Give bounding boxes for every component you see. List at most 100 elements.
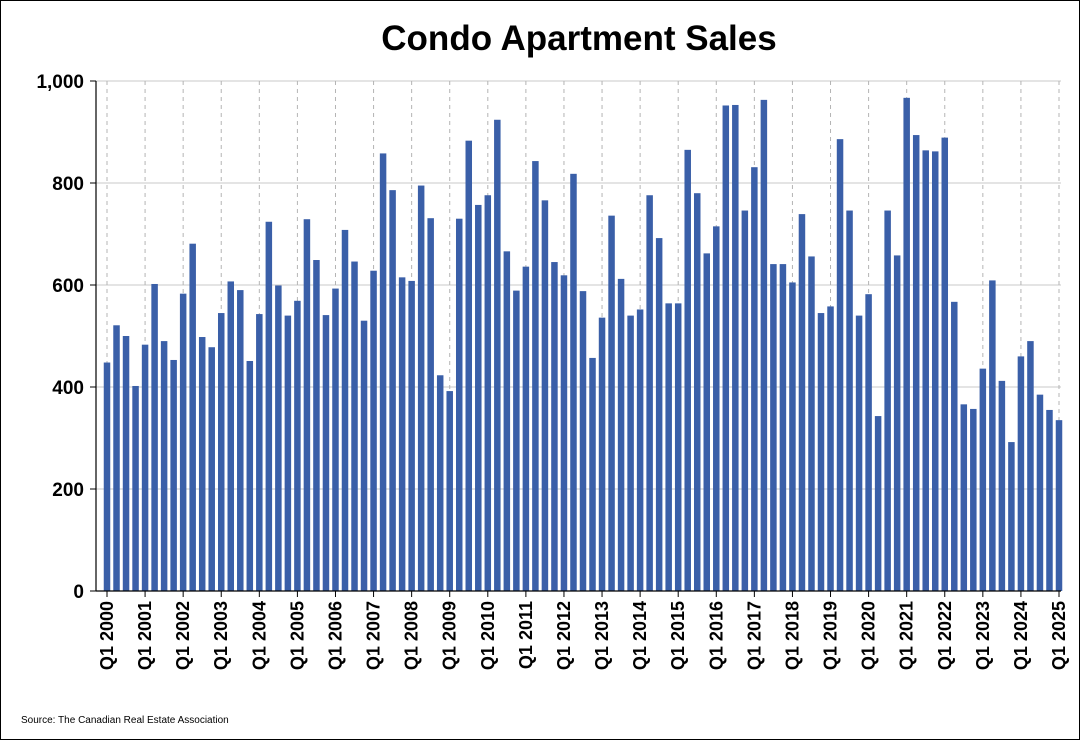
bar: Q3 2015: 780 — [693, 193, 701, 591]
bar: Q3 2022: 366 — [960, 404, 968, 591]
bar: Q4 2005: 541 — [322, 315, 330, 591]
bar: Q2 2012: 818 — [570, 173, 577, 591]
x-tick-label: Q1 2003 — [211, 601, 231, 670]
bar: Q1 2013: 536 — [598, 317, 606, 591]
bar: Q1 2007: 628 — [370, 270, 377, 591]
source-note: Source: The Canadian Real Estate Associa… — [21, 715, 229, 726]
bar: Q4 2008: 423 — [436, 375, 444, 591]
bar: Q4 2006: 530 — [360, 320, 368, 591]
bar: Q2 2007: 858 — [379, 153, 387, 592]
bar: Q1 2009: 392 — [446, 391, 453, 591]
bar: Q4 2009: 757 — [475, 204, 482, 591]
bar: Q2 2006: 708 — [341, 229, 349, 592]
bar: Q3 2005: 649 — [313, 260, 320, 591]
bar: Q4 2015: 662 — [703, 253, 711, 591]
bar: Q2 2010: 924 — [494, 119, 501, 591]
bar: Q1 2003: 545 — [217, 313, 225, 591]
bar: Q3 2011: 766 — [541, 200, 549, 591]
bar: Q3 2008: 731 — [427, 218, 434, 591]
x-tick-label: Q1 2009 — [440, 601, 460, 670]
bar: Q1 2023: 436 — [979, 368, 987, 591]
bar: Q3 2007: 786 — [389, 190, 396, 591]
bar: Q2 2020: 343 — [874, 416, 882, 591]
bar: Q4 2012: 457 — [589, 357, 596, 591]
x-tick-label: Q1 2005 — [287, 601, 307, 670]
bar: Q4 2007: 615 — [398, 277, 406, 591]
y-tick-label: 200 — [52, 480, 84, 501]
bar: Q2 2019: 886 — [836, 139, 844, 591]
bar: Q4 2004: 540 — [284, 315, 292, 591]
x-tick-label: Q1 2024 — [1011, 601, 1031, 670]
bar: Q3 2018: 656 — [808, 256, 815, 591]
bar: Q1 2000: 448 — [103, 362, 111, 591]
x-tick-label: Q1 2018 — [782, 601, 802, 670]
bar: Q4 2014: 564 — [665, 303, 672, 591]
y-tick-label: 800 — [52, 174, 84, 195]
x-tick-label: Q1 2014 — [630, 601, 650, 670]
bar: Q4 2018: 545 — [817, 313, 825, 591]
bar: Q1 2020: 582 — [865, 294, 872, 591]
bar: Q3 2021: 864 — [922, 150, 929, 592]
bar: Q4 2001: 453 — [170, 359, 177, 591]
bar: Q3 2009: 883 — [465, 140, 473, 592]
bar: Q4 2010: 589 — [513, 290, 520, 591]
x-tick-label: Q1 2013 — [592, 601, 612, 670]
x-tick-label: Q1 2006 — [325, 601, 345, 670]
y-tick-label: 400 — [52, 378, 84, 399]
bar: Q2 2017: 963 — [760, 99, 768, 592]
bar: Q3 2000: 500 — [122, 336, 130, 591]
y-tick-labels: 0 200 400 600 800 1,000 — [36, 72, 84, 603]
bar: Q2 2004: 724 — [265, 221, 273, 591]
bar: Q1 2001: 483 — [141, 344, 149, 591]
bar: Q2 2015: 865 — [684, 149, 691, 591]
x-tick-label: Q1 2008 — [402, 601, 422, 670]
bar: Q2 2002: 681 — [189, 243, 196, 591]
bar: Q2 2009: 730 — [455, 218, 463, 591]
bar: Q4 2024: 355 — [1046, 409, 1053, 591]
bar: Q1 2004: 543 — [256, 314, 263, 591]
bar: Q2 2021: 894 — [912, 135, 920, 591]
bar: Q1 2008: 608 — [408, 280, 415, 591]
bar: Q4 2002: 478 — [208, 347, 215, 591]
bar: Q1 2011: 636 — [522, 266, 530, 591]
bar: Q4 2003: 451 — [246, 360, 254, 591]
bar: Q3 2016: 953 — [732, 104, 739, 591]
x-tick-label: Q1 2010 — [478, 601, 498, 670]
y-tick-label: 600 — [52, 276, 84, 297]
bar: Q4 2019: 540 — [855, 315, 863, 591]
bar: Q2 2011: 843 — [532, 161, 539, 591]
bar: Q1 2006: 593 — [332, 288, 339, 591]
bar: Q1 2024: 460 — [1017, 356, 1025, 591]
bar: Q4 2016: 746 — [741, 210, 749, 592]
bar: Q3 2020: 746 — [884, 210, 891, 592]
x-tick-label: Q1 2025 — [1049, 601, 1069, 670]
bar: Q2 2013: 736 — [608, 215, 615, 591]
bar: Q4 2017: 641 — [779, 264, 787, 591]
bar: Q2 2023: 609 — [989, 280, 996, 591]
bar: Q2 2018: 739 — [798, 214, 806, 592]
bar: Q4 2000: 402 — [132, 385, 139, 591]
bar: Q3 2012: 588 — [579, 291, 587, 591]
x-tick-label: Q1 2016 — [706, 601, 726, 670]
bar: Q3 2014: 692 — [655, 238, 663, 591]
x-tick-labels: Q1 2000 Q1 2001 Q1 2002 Q1 2003 Q1 2004 Q1 20… — [97, 601, 1069, 670]
x-tick-label: Q1 2022 — [935, 601, 955, 670]
bar: Q3 2002: 498 — [198, 337, 206, 591]
bar: Q1 2025: 335 — [1055, 420, 1063, 591]
bar: Q4 2020: 658 — [893, 255, 901, 592]
bar: Q1 2014: 552 — [636, 309, 644, 591]
bar: Q1 2019: 558 — [827, 306, 834, 591]
bar: Q1 2005: 569 — [294, 300, 301, 591]
bar: Q1 2010: 776 — [484, 195, 492, 592]
x-tick-label: Q1 2012 — [554, 601, 574, 670]
x-tick-label: Q1 2017 — [744, 601, 764, 670]
chart-title: Condo Apartment Sales — [381, 19, 776, 58]
bar: Q1 2002: 583 — [179, 293, 187, 591]
bar: Q4 2021: 862 — [931, 151, 939, 591]
x-tick-label: Q1 2019 — [821, 601, 841, 670]
x-tick-label: Q1 2001 — [135, 601, 155, 670]
x-tick-label: Q1 2007 — [364, 601, 384, 670]
bar: Q4 2023: 292 — [1008, 442, 1015, 591]
bar: Q1 2017: 831 — [751, 167, 758, 591]
